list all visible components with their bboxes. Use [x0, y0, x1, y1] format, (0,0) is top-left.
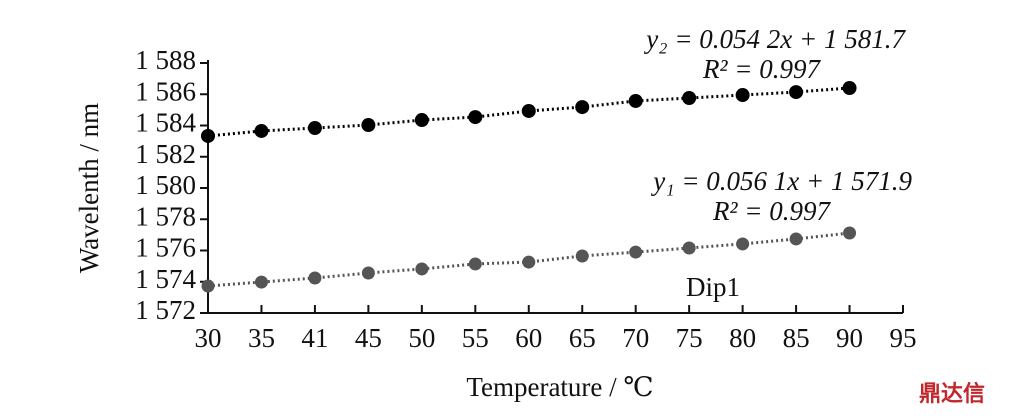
- x-tick-label: 70: [622, 323, 649, 353]
- x-tick-label: 50: [408, 323, 435, 353]
- marker: [521, 103, 536, 118]
- marker: [468, 257, 482, 271]
- marker: [254, 275, 268, 289]
- x-tick-label: 85: [783, 323, 810, 353]
- equation: R² = 0.997: [702, 54, 822, 84]
- equation: R² = 0.997: [712, 196, 832, 226]
- marker: [842, 81, 857, 95]
- y-tick-label: 1 582: [135, 139, 196, 169]
- marker: [682, 241, 696, 255]
- marker: [307, 121, 322, 135]
- x-tick-label: 65: [569, 323, 596, 353]
- y-tick-label: 1 586: [135, 76, 196, 106]
- marker: [361, 266, 375, 280]
- watermark: 鼎达信: [919, 381, 985, 406]
- marker: [522, 255, 536, 269]
- marker: [789, 85, 804, 100]
- x-tick-label: 30: [195, 323, 222, 353]
- y-tick-label: 1 578: [135, 201, 196, 231]
- y-tick-label: 1 574: [135, 264, 196, 294]
- x-tick-label: 55: [462, 323, 489, 353]
- marker: [414, 113, 429, 128]
- y-tick-label: 1 580: [135, 170, 196, 200]
- marker: [735, 88, 750, 103]
- y-tick-label: 1 588: [135, 45, 196, 75]
- marker: [254, 123, 269, 138]
- y-tick-label: 1 584: [135, 108, 196, 138]
- x-tick-label: 75: [676, 323, 703, 353]
- x-axis-title: Temperature / ℃: [466, 372, 653, 402]
- x-tick-label: 80: [729, 323, 756, 353]
- equation: y₂ = 0.054 2x + 1 581.7: [643, 24, 906, 54]
- x-tick-label: 35: [248, 323, 275, 353]
- marker: [628, 93, 643, 108]
- marker: [789, 232, 803, 246]
- y-axis-title: Wavelenth / nm: [74, 103, 104, 273]
- x-tick-label: 95: [890, 323, 917, 353]
- marker: [682, 91, 697, 105]
- marker: [575, 100, 590, 115]
- equation: y₁ = 0.056 1x + 1 571.9: [650, 166, 912, 196]
- marker: [361, 118, 376, 133]
- x-tick-label: 60: [515, 323, 542, 353]
- marker: [736, 237, 750, 251]
- y-tick-label: 1 572: [135, 295, 196, 325]
- marker: [415, 262, 429, 276]
- marker: [575, 249, 589, 263]
- marker: [308, 271, 322, 285]
- x-tick-label: 90: [836, 323, 863, 353]
- marker: [629, 245, 643, 259]
- x-tick-label: 45: [355, 323, 382, 353]
- marker: [843, 226, 857, 240]
- marker: [201, 128, 215, 143]
- series-label: Dip1: [686, 272, 740, 302]
- marker: [468, 110, 483, 125]
- y-tick-label: 1 576: [135, 233, 196, 263]
- marker: [201, 279, 215, 293]
- x-tick-label: 41: [301, 323, 328, 353]
